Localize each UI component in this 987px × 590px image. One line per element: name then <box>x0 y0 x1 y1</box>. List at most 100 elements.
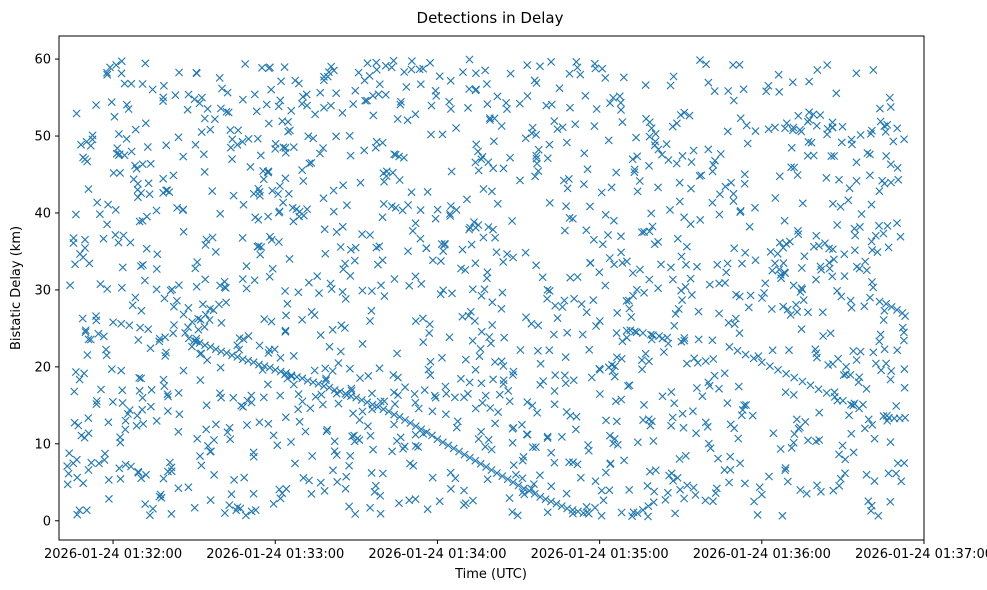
data-point <box>194 325 203 334</box>
data-point <box>238 233 247 242</box>
data-point <box>776 445 785 453</box>
data-point <box>837 138 846 147</box>
data-point <box>497 122 506 130</box>
data-point <box>788 78 797 87</box>
data-point <box>165 458 174 467</box>
data-point <box>104 418 113 427</box>
data-point <box>289 143 298 152</box>
data-point <box>390 420 399 429</box>
data-point <box>287 106 296 115</box>
data-point <box>465 453 474 462</box>
data-point <box>521 134 530 143</box>
x-axis-title: Time (UTC) <box>454 567 527 582</box>
data-point <box>878 176 887 185</box>
data-point <box>117 319 126 328</box>
data-point <box>275 485 284 494</box>
data-point <box>455 447 464 456</box>
data-point <box>225 423 234 432</box>
data-point <box>308 452 317 460</box>
data-point <box>319 382 328 391</box>
data-point <box>104 475 113 484</box>
data-point <box>436 257 445 266</box>
data-point <box>169 302 178 311</box>
data-point <box>406 459 414 468</box>
data-point <box>874 511 883 520</box>
data-point <box>363 59 372 68</box>
data-point <box>514 481 523 490</box>
data-point <box>702 60 711 69</box>
data-point <box>425 320 434 329</box>
data-point <box>586 202 594 211</box>
data-point <box>126 238 135 247</box>
data-point <box>321 364 330 373</box>
x-tick-label: 2026-01-24 01:36:00 <box>693 547 831 562</box>
data-point <box>348 432 357 441</box>
data-point <box>161 351 170 360</box>
data-point <box>892 469 901 478</box>
data-point <box>216 363 225 372</box>
data-point <box>597 511 606 520</box>
data-point <box>500 333 509 342</box>
data-point <box>172 296 181 305</box>
data-point <box>390 388 398 397</box>
data-point <box>591 64 600 73</box>
data-point <box>92 400 101 409</box>
data-point <box>682 242 691 251</box>
data-point <box>528 443 537 452</box>
data-point <box>84 414 93 423</box>
data-point <box>848 140 856 149</box>
data-point <box>264 349 273 357</box>
data-point <box>414 442 423 451</box>
data-point <box>307 158 316 167</box>
data-point <box>355 416 364 424</box>
data-point <box>326 101 335 110</box>
data-point <box>668 413 677 422</box>
data-point <box>174 484 183 493</box>
data-point <box>789 390 798 399</box>
data-point <box>612 417 621 426</box>
data-point <box>246 162 255 171</box>
data-point <box>188 318 197 326</box>
data-point <box>380 292 389 301</box>
data-point <box>851 231 860 240</box>
data-point <box>322 374 331 383</box>
data-point <box>875 337 884 346</box>
data-point <box>346 245 355 254</box>
data-point <box>141 119 150 128</box>
data-point <box>781 388 790 397</box>
data-point <box>566 103 574 112</box>
data-point <box>244 332 253 340</box>
data-point <box>117 57 126 66</box>
data-point <box>192 334 201 343</box>
data-point <box>628 269 637 277</box>
data-point <box>196 376 205 385</box>
data-point <box>844 196 853 205</box>
data-point <box>309 378 318 387</box>
x-tick-label: 2026-01-24 01:35:00 <box>531 547 669 562</box>
data-point <box>678 296 687 305</box>
data-point <box>491 233 500 242</box>
data-point <box>131 125 140 134</box>
data-point <box>222 349 231 357</box>
data-point <box>760 289 769 297</box>
data-point <box>144 325 153 334</box>
data-point <box>693 262 701 271</box>
data-point <box>419 429 428 438</box>
data-point <box>400 68 409 76</box>
data-point <box>350 431 359 440</box>
data-point <box>839 371 848 379</box>
data-point <box>845 411 853 420</box>
data-point <box>145 511 154 520</box>
data-point <box>416 234 425 243</box>
data-point <box>450 393 459 402</box>
data-point <box>487 445 496 454</box>
data-point <box>709 160 718 169</box>
data-point <box>88 131 97 140</box>
data-point <box>527 319 536 328</box>
data-point <box>898 323 907 332</box>
data-point <box>197 349 206 358</box>
data-point <box>611 397 620 406</box>
data-point <box>464 311 473 320</box>
data-point <box>726 452 735 461</box>
data-point <box>601 73 610 82</box>
